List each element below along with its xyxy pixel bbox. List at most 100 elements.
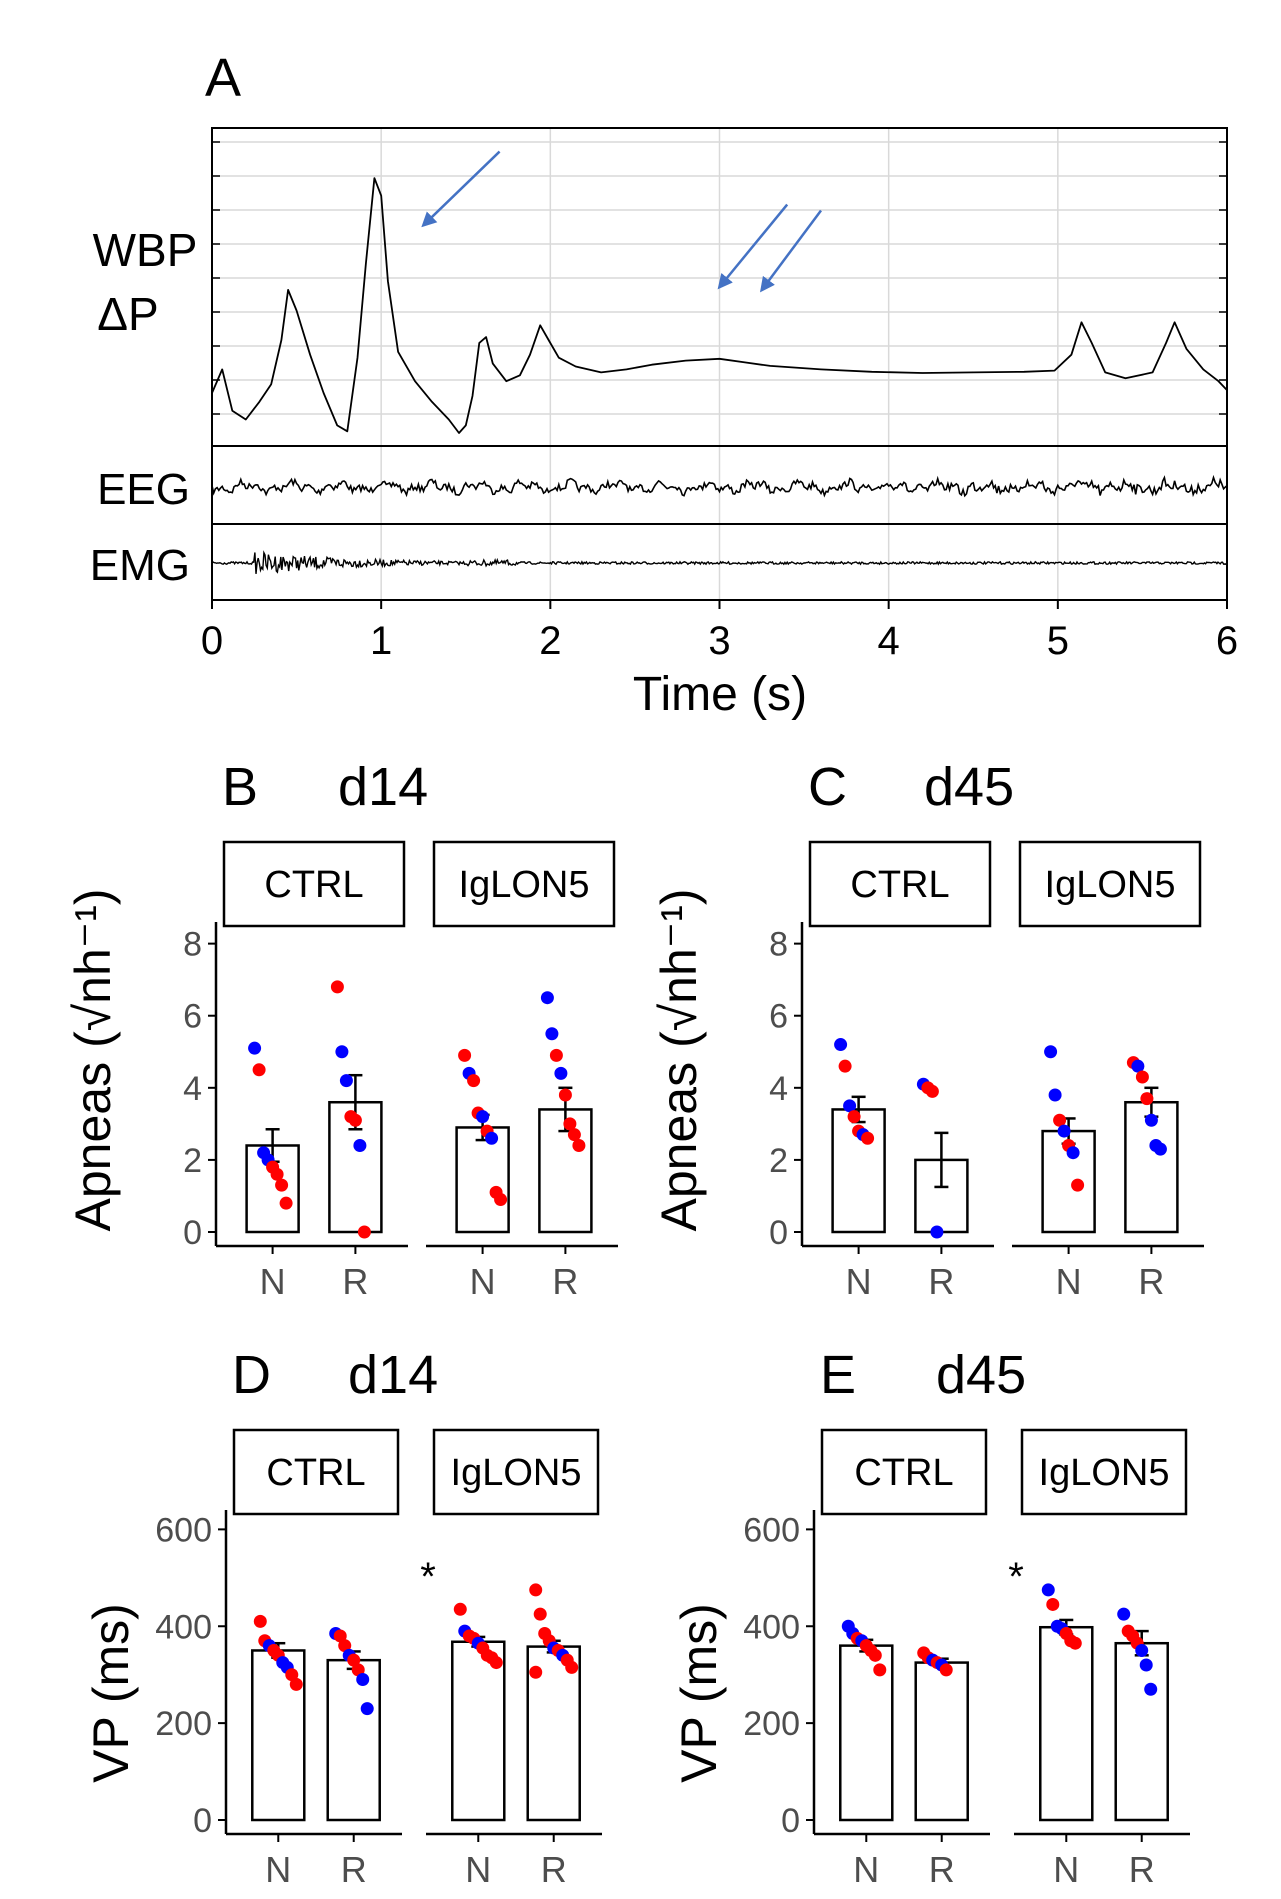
facet-strip-label: CTRL	[850, 864, 949, 906]
y-axis-title: Apneas (√nh⁻¹)	[65, 889, 121, 1232]
data-point	[453, 1602, 467, 1616]
x-tick-label: 6	[1216, 619, 1238, 663]
data-point	[351, 1663, 365, 1677]
annotation-arrow	[759, 209, 823, 293]
x-tick-label: 1	[370, 619, 392, 663]
x-tick-label: R	[552, 1261, 578, 1302]
data-point	[1140, 1092, 1154, 1106]
facet-strip	[1018, 840, 1202, 928]
data-point	[1068, 1636, 1082, 1650]
x-tick-label: N	[265, 1849, 291, 1890]
y-tick-label: 0	[781, 1802, 800, 1840]
data-point	[1048, 1088, 1062, 1102]
y-tick-label: 4	[183, 1070, 202, 1108]
data-point	[834, 1038, 848, 1052]
x-tick-label: 4	[878, 619, 900, 663]
x-tick-label: 3	[708, 619, 730, 663]
data-point	[339, 1074, 353, 1088]
data-point	[1057, 1124, 1071, 1138]
y-tick-label: 600	[743, 1511, 800, 1549]
x-tick-label: R	[342, 1261, 368, 1302]
y-tick-label: 6	[183, 998, 202, 1036]
data-point	[1053, 1113, 1067, 1127]
data-point	[939, 1663, 953, 1677]
facet-iglon5: IgLON5 N R	[426, 1428, 602, 1890]
data-point	[338, 1639, 352, 1653]
y-tick-label: 0	[769, 1214, 788, 1252]
data-point	[563, 1117, 577, 1131]
data-point	[1153, 1142, 1167, 1156]
data-point	[330, 980, 344, 994]
data-point	[554, 1066, 568, 1080]
panel-letter: B	[222, 757, 258, 817]
facet-ctrl: CTRL N R	[226, 1428, 402, 1890]
data-point	[1131, 1059, 1145, 1073]
significance-mark: *	[420, 1555, 436, 1599]
data-point	[494, 1193, 508, 1207]
data-point	[565, 1660, 579, 1674]
y-tick-label: 600	[155, 1511, 212, 1549]
y-tick-label: 2	[769, 1142, 788, 1180]
data-point	[476, 1110, 490, 1124]
data-point	[458, 1048, 472, 1062]
data-point	[572, 1138, 586, 1152]
data-point	[567, 1128, 581, 1142]
data-point	[253, 1614, 267, 1628]
data-point	[275, 1178, 289, 1192]
data-point	[1066, 1146, 1080, 1160]
x-tick-label: N	[260, 1261, 286, 1302]
facet-iglon5: IgLON5 N R	[1012, 840, 1204, 1302]
data-point	[348, 1113, 362, 1127]
y-tick-label: 2	[183, 1142, 202, 1180]
eeg-trace	[211, 474, 1228, 498]
data-point	[873, 1663, 887, 1677]
x-tick-label: R	[1129, 1849, 1155, 1890]
y-axis-title-main: Apneas	[65, 1062, 121, 1232]
data-point	[847, 1110, 861, 1124]
trace-label-delta-p: ΔP	[97, 288, 158, 340]
x-tick-label: N	[465, 1849, 491, 1890]
data-point	[347, 1653, 361, 1667]
data-point	[489, 1656, 503, 1670]
facet-strip	[808, 840, 992, 928]
facet-strip	[432, 840, 616, 928]
data-point	[1135, 1070, 1149, 1084]
data-point	[1044, 1045, 1058, 1059]
data-point	[335, 1045, 349, 1059]
facet-strip-label: CTRL	[266, 1452, 365, 1494]
data-point	[357, 1225, 371, 1239]
significance-mark: *	[1008, 1555, 1024, 1599]
data-point	[248, 1041, 262, 1055]
panel-letter: D	[232, 1345, 271, 1405]
data-point	[485, 1131, 499, 1145]
data-point	[540, 991, 554, 1005]
panel-title: d45	[936, 1345, 1026, 1405]
data-point	[868, 1648, 882, 1662]
y-tick-label: 4	[769, 1070, 788, 1108]
panel-letter: C	[808, 757, 847, 817]
data-point	[529, 1583, 543, 1597]
y-axis-title-unit: (√nh⁻¹)	[651, 889, 707, 1048]
y-axis-title-main: VP (ms)	[83, 1603, 139, 1783]
x-tick-label: R	[928, 1261, 954, 1302]
x-tick-label: N	[1056, 1261, 1082, 1302]
facet-strip	[222, 840, 406, 928]
trace-label-wbp: WBP	[93, 224, 198, 276]
facet-strip-label: IgLON5	[451, 1452, 582, 1494]
facet-strip-label: CTRL	[854, 1452, 953, 1494]
facet-strip-label: IgLON5	[1045, 864, 1176, 906]
data-point	[930, 1225, 944, 1239]
data-point	[353, 1138, 367, 1152]
y-tick-label: 400	[155, 1608, 212, 1646]
data-point	[529, 1665, 543, 1679]
data-point	[252, 1063, 266, 1077]
facet-strip	[432, 1428, 600, 1516]
data-point	[1144, 1113, 1158, 1127]
x-tick-label: R	[929, 1849, 955, 1890]
emg-trace	[211, 550, 1228, 574]
panel-title: d14	[338, 757, 428, 817]
y-axis-title: VP (ms)	[83, 1603, 139, 1783]
panel-title: d45	[924, 757, 1014, 817]
